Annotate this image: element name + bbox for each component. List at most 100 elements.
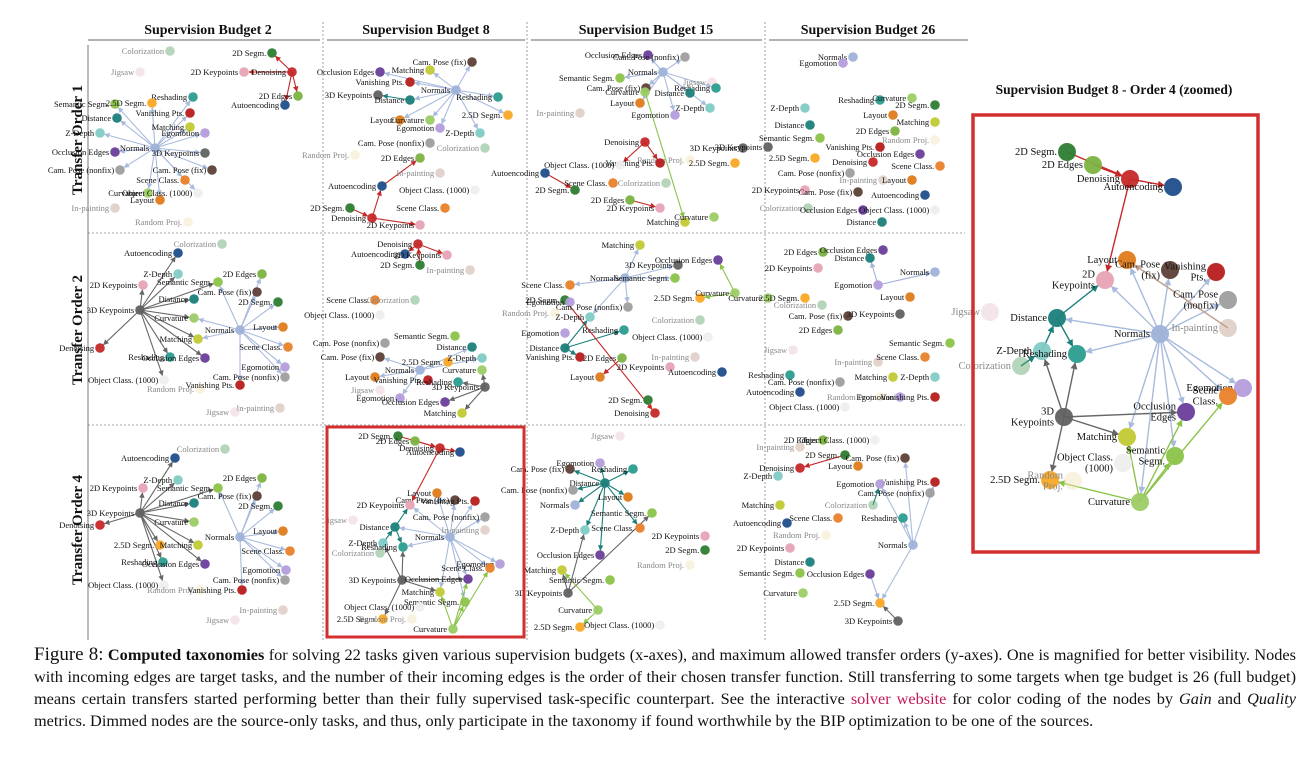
b26-o4-node-scene-class: Scene Class.: [789, 513, 843, 523]
b15-o2-node-layout: Layout: [570, 372, 605, 382]
b15-o1-node-normals: Normals: [628, 67, 668, 77]
b15-o2-node-scene-class: Scene Class.: [521, 280, 575, 290]
b2-o2-edge-normals-to-cam-pose-fix: [239, 295, 256, 331]
zoom-node-cam-pose-nonfix: Cam. Pose(nonfix): [1173, 290, 1237, 312]
b8-o4-edge-3d-keypoints-to-matching: [401, 579, 436, 592]
b8-o4-node-dot: [405, 500, 415, 510]
b26-o4-node-label: 2D Segm.: [805, 450, 839, 460]
b2-o2-node-label: Matching: [160, 334, 193, 344]
b26-o1-node-dot: [888, 110, 898, 120]
zoom-node-jigsaw: Jigsaw: [951, 303, 999, 321]
zoom-edge-colorization-to-z-depth: [1020, 355, 1036, 367]
b15-o4-node-dot: [563, 588, 573, 598]
b26-o4-node-label: Reshading: [861, 513, 898, 523]
b26-o2-node-layout: Layout: [880, 292, 915, 302]
b15-o1-node-label: Denoising: [604, 137, 640, 147]
column-title-budget-8: Supervision Budget 8: [362, 23, 490, 38]
b8-o2-edge-normals-to-layout: [379, 369, 421, 379]
b26-o1-node-2d-keypoints: 2D Keypoints: [752, 185, 810, 195]
b26-o2-node-vanishing-pts: Vanishing Pts.: [881, 392, 940, 402]
b15-o2-node-2d-edges: 2D Edges: [583, 353, 627, 363]
b2-o2-node-dot: [200, 353, 210, 363]
b15-o1-node-dot: [670, 110, 680, 120]
solver-website-link[interactable]: solver website: [850, 689, 947, 708]
b26-o2-node-label: Matching: [855, 372, 888, 382]
b26-o4-node-matching: Matching: [742, 500, 785, 510]
b15-o1-node-label: Occlusion Edges: [585, 50, 642, 60]
b2-o2-node-label: Random Proj.: [147, 384, 194, 394]
b8-o1-edge-normals-to-occlusion-edges: [384, 71, 457, 91]
b2-o4-edge-3d-keypoints-to-occlusion-edges: [139, 512, 202, 562]
b8-o1-node-3d-keypoints: 3D Keypoints: [325, 90, 383, 100]
b8-o1-node-reshading: Reshading: [456, 92, 503, 102]
b2-o4-node-label: 2.5D Segm.: [114, 540, 154, 550]
b15-o1-node-label: Normals: [628, 67, 657, 77]
b15-o2-node-label: Normals: [590, 273, 619, 283]
b8-o2-node-distance: Distance: [436, 342, 477, 352]
b15-o1-node-label: 2D Keypoints: [607, 203, 654, 213]
b26-o4-node-dot: [795, 442, 805, 452]
b2-o4-edge-3d-keypoints-to-z-depth: [139, 482, 175, 514]
zoom-node-label: Cam. Pose: [1173, 290, 1218, 301]
zoom-edge-normals-to-egomotion: [1159, 333, 1237, 384]
b2-o2-node-dot: [135, 305, 145, 315]
b15-o2-node-label: Denoising: [614, 408, 650, 418]
b8-o2-node-2d-keypoints: 2D Keypoints: [394, 250, 452, 260]
b15-o1-node-label: 2D Segm.: [535, 185, 569, 195]
b26-o1-node-matching: Matching: [897, 117, 940, 127]
zoom-node-dot: [1118, 251, 1136, 269]
b8-o2-node-dot: [395, 393, 405, 403]
b2-o4-node-occlusion-edges: Occlusion Edges: [142, 559, 210, 569]
b15-o4-node-cam-pose-fix: Cam. Pose (fix): [511, 464, 575, 474]
b2-o1-node-2-5d-segm: 2.5D Segm.: [106, 98, 157, 108]
b26-o1-node-dot: [800, 185, 810, 195]
b8-o2-node-dot: [450, 331, 460, 341]
b8-o2-node-dot: [375, 385, 385, 395]
b15-o1-node-label: 2D Edges: [591, 195, 624, 205]
b8-o1-node-label: 2D Segm.: [310, 203, 344, 213]
b2-o2-node-label: 3D Keypoints: [87, 305, 134, 315]
b26-o1-node-label: Occlusion Edges: [857, 149, 914, 159]
b2-o1-node-label: 2D Keypoints: [191, 67, 238, 77]
b8-o2-node-z-depth: Z-Depth: [447, 353, 487, 363]
b8-o2-edge-normals-to-egomotion: [402, 369, 421, 395]
b2-o2-node-label: Layout: [253, 322, 278, 332]
b2-o2-node-denoising: Denoising: [59, 343, 105, 353]
b15-o4-node-dot: [595, 550, 605, 560]
b15-o2-node-cam-pose-nonfix: Cam. Pose (nonfix): [556, 302, 633, 312]
b15-o4-node-random-proj: Random Proj.: [637, 560, 695, 570]
b8-o4-node-label: 2.5D Segm.: [337, 614, 377, 624]
b2-o1-node-dot: [188, 92, 198, 102]
b8-o2-node-vanishing-pts: Vanishing Pts.: [374, 375, 433, 385]
zoom-node-label: Reshading: [1023, 349, 1068, 360]
b2-o1-node-2d-segm: 2D Segm.: [232, 48, 277, 58]
b26-o1-node-dot: [915, 149, 925, 159]
b2-o2-node-distance: Distance: [158, 294, 199, 304]
b26-o4-edge-normals-to-2-5d-segm: [881, 544, 914, 600]
b8-o1-node-autoencoding: Autoencoding: [328, 181, 387, 191]
b26-o1-node-label: Vanishing Pts.: [826, 142, 875, 152]
b8-o4-node-label: Denoising: [399, 443, 435, 453]
b15-o1-node-label: Z-Depth: [675, 103, 705, 113]
b15-o1-node-label: Curvature: [674, 212, 708, 222]
b15-o4-node-label: Cam. Pose (fix): [511, 464, 565, 474]
b8-o2-node-label: Normals: [385, 365, 414, 375]
zoom-panel-title: Supervision Budget 8 - Order 4 (zoomed): [996, 82, 1233, 97]
b26-o2-node-2d-edges: 2D Edges: [799, 325, 843, 335]
b8-o4-node-label: In-painting: [441, 525, 480, 535]
b15-o1-node-dot: [658, 67, 668, 77]
b15-o2-node-dot: [695, 315, 705, 325]
b2-o4-node-label: In-painting: [239, 605, 278, 615]
zoom-node-2d-edges: 2D Edges: [1042, 156, 1102, 174]
b26-o2-node-label: 2D Keypoints: [765, 263, 812, 273]
b8-o1-node-2-5d-segm: 2.5D Segm.: [462, 110, 513, 120]
b2-o1-edge-normals-to-curvature: [146, 147, 156, 189]
b2-o2-node-label: Denoising: [59, 343, 95, 353]
b15-o4-node-distance: Distance: [569, 478, 610, 488]
b26-o2-node-label: Distance: [834, 253, 864, 263]
b15-o4-node-label: Layout: [598, 492, 623, 502]
b15-o4-node-dot: [580, 525, 590, 535]
b26-o4-node-label: Scene Class.: [789, 513, 832, 523]
b26-o2-node-dot: [835, 377, 845, 387]
